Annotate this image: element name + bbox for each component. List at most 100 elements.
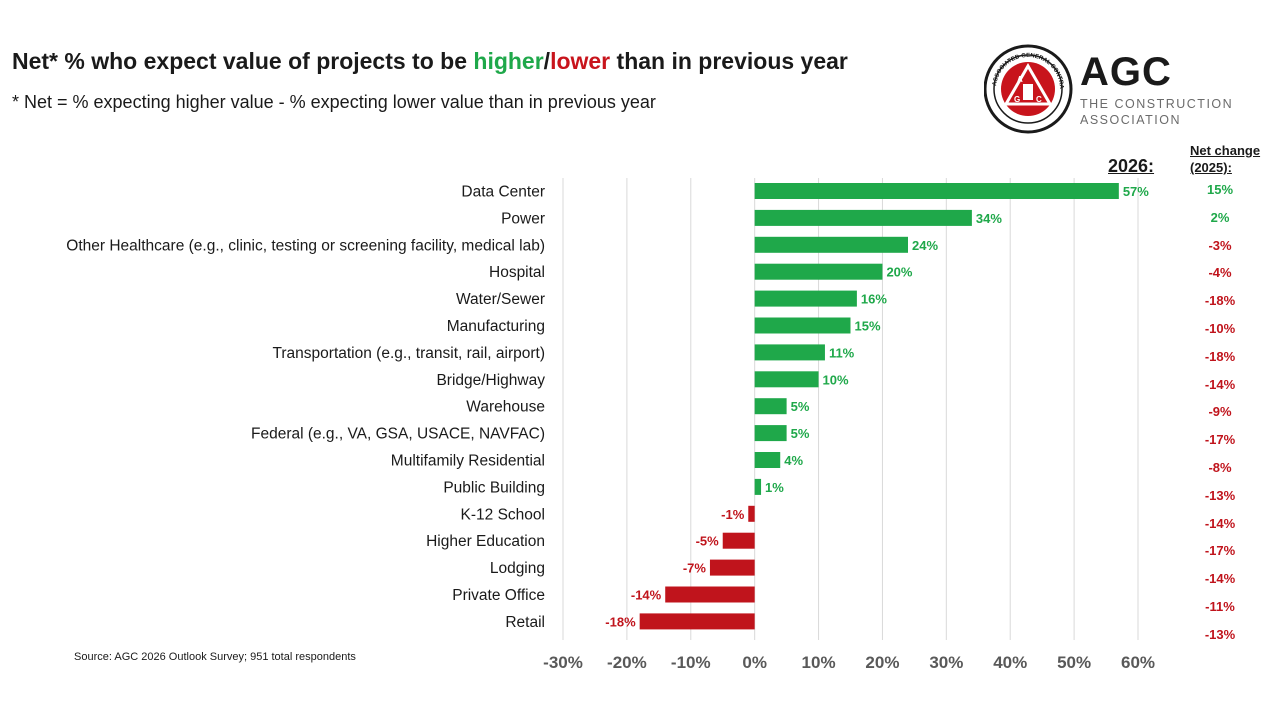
category-label: Higher Education bbox=[426, 533, 545, 550]
net-change-value: -3% bbox=[1208, 237, 1232, 253]
bar bbox=[754, 317, 851, 334]
source-note: Source: AGC 2026 Outlook Survey; 951 tot… bbox=[74, 651, 356, 663]
title-slash: / bbox=[543, 48, 551, 74]
net-change-value: -13% bbox=[1204, 626, 1236, 642]
net-change-value: -18% bbox=[1204, 348, 1236, 364]
category-label: Bridge/Highway bbox=[436, 372, 545, 389]
category-label: Other Healthcare (e.g., clinic, testing … bbox=[66, 237, 545, 254]
title-prefix: Net* % who expect value of projects to b… bbox=[12, 48, 474, 74]
bar bbox=[754, 290, 857, 307]
logo-tagline-line1: THE CONSTRUCTION bbox=[1080, 97, 1234, 111]
data-label: 24% bbox=[912, 238, 938, 253]
bar bbox=[754, 236, 908, 253]
bar bbox=[754, 263, 883, 280]
logo-wordmark: AGC bbox=[1080, 50, 1172, 94]
seal-letter-g: G bbox=[1014, 95, 1020, 104]
data-label: 20% bbox=[886, 265, 912, 280]
net-change-value: -17% bbox=[1204, 543, 1236, 559]
net-change-value: -13% bbox=[1204, 487, 1236, 503]
bar bbox=[754, 209, 972, 226]
category-label: Water/Sewer bbox=[456, 291, 545, 308]
data-label: -7% bbox=[683, 561, 707, 576]
bar bbox=[665, 586, 755, 603]
category-label: Hospital bbox=[489, 264, 545, 281]
net-change-value: 2% bbox=[1210, 209, 1230, 225]
title-suffix: than in previous year bbox=[610, 48, 848, 74]
chart-title: Net* % who expect value of projects to b… bbox=[12, 48, 848, 75]
category-label: Power bbox=[501, 210, 545, 227]
data-label: 5% bbox=[791, 426, 810, 441]
net-change-value: -9% bbox=[1208, 404, 1232, 420]
category-label: Warehouse bbox=[466, 399, 545, 416]
seal-letter-a: A bbox=[1017, 75, 1023, 84]
category-label: Multifamily Residential bbox=[391, 453, 545, 470]
net-change-value: -14% bbox=[1204, 571, 1236, 587]
net-change-value: -10% bbox=[1204, 321, 1236, 336]
title-higher: higher bbox=[473, 48, 544, 74]
bar bbox=[754, 344, 825, 361]
data-label: 15% bbox=[855, 319, 881, 334]
chart-subtitle: * Net = % expecting higher value - % exp… bbox=[12, 92, 656, 112]
bar bbox=[754, 425, 787, 442]
category-label: Lodging bbox=[490, 560, 545, 577]
data-label: 1% bbox=[765, 480, 784, 495]
bar bbox=[639, 613, 755, 630]
bar bbox=[722, 532, 755, 549]
x-tick-label: 10% bbox=[802, 653, 836, 672]
category-label: Federal (e.g., VA, GSA, USACE, NAVFAC) bbox=[251, 426, 545, 443]
title-lower: lower bbox=[550, 48, 611, 74]
x-tick-label: 20% bbox=[865, 653, 899, 672]
data-label: -14% bbox=[631, 588, 662, 603]
net-change-value: 15% bbox=[1206, 182, 1234, 197]
data-label: 16% bbox=[861, 292, 887, 307]
logo-tagline-line2: ASSOCIATION bbox=[1080, 113, 1182, 127]
data-label: 57% bbox=[1123, 184, 1149, 199]
category-label: Private Office bbox=[452, 587, 545, 604]
chart-gridlines bbox=[562, 178, 1139, 640]
data-label: 34% bbox=[976, 211, 1002, 226]
chart-bars bbox=[639, 183, 1119, 630]
data-label: 4% bbox=[784, 453, 803, 468]
bar bbox=[754, 452, 781, 468]
category-label: Data Center bbox=[461, 184, 545, 201]
net-change-value: -14% bbox=[1204, 515, 1236, 531]
seal-inner-ring bbox=[993, 54, 1063, 124]
x-tick-label: 0% bbox=[742, 653, 767, 672]
bar bbox=[754, 398, 787, 415]
bar bbox=[709, 559, 755, 576]
category-label: Manufacturing bbox=[447, 318, 545, 335]
data-label: 5% bbox=[791, 399, 810, 414]
data-label: 11% bbox=[829, 345, 855, 360]
net-change-value: -4% bbox=[1208, 265, 1232, 281]
data-label: -1% bbox=[721, 507, 745, 522]
category-label: K-12 School bbox=[461, 506, 545, 523]
logo-tagline: THE CONSTRUCTION ASSOCIATION bbox=[1080, 96, 1233, 128]
net-change-value: -17% bbox=[1204, 432, 1236, 448]
bar bbox=[748, 505, 755, 522]
x-tick-label: -10% bbox=[671, 653, 711, 672]
x-tick-label: -30% bbox=[543, 653, 583, 672]
category-labels: Data Center Power Other Healthcare (e.g., … bbox=[66, 184, 545, 631]
net-change-value: -8% bbox=[1208, 460, 1232, 475]
x-tick-label: -20% bbox=[607, 653, 647, 672]
value-labels: 57% 34% 24%20% 16% 15%11% 10% 5% 5% 4%1% -1%-5% -7… bbox=[605, 184, 1149, 629]
category-label: Retail bbox=[505, 614, 545, 631]
x-tick-label: 30% bbox=[929, 653, 963, 672]
bar bbox=[754, 183, 1119, 199]
seal-column-icon bbox=[1023, 84, 1033, 100]
net-change-header: Net change (2025): bbox=[1190, 142, 1260, 176]
category-label: Transportation (e.g., transit, rail, air… bbox=[273, 345, 546, 362]
x-tick-label: 50% bbox=[1057, 653, 1091, 672]
seal-triangle-icon bbox=[1003, 63, 1053, 106]
x-axis-tick-labels: -30% -20% -10% 0% 10% 20% 30% 40% 50% 60% bbox=[543, 653, 1155, 672]
net-change-header-line2: (2025): bbox=[1190, 160, 1232, 175]
year-header: 2026: bbox=[1108, 156, 1155, 176]
data-label: 10% bbox=[823, 372, 849, 387]
category-label: Public Building bbox=[443, 479, 545, 496]
net-change-value: -11% bbox=[1205, 599, 1235, 614]
x-tick-label: 60% bbox=[1121, 653, 1155, 672]
bar bbox=[754, 478, 762, 495]
net-change-header-line1: Net change bbox=[1190, 143, 1261, 158]
net-change-value: -14% bbox=[1204, 376, 1236, 392]
